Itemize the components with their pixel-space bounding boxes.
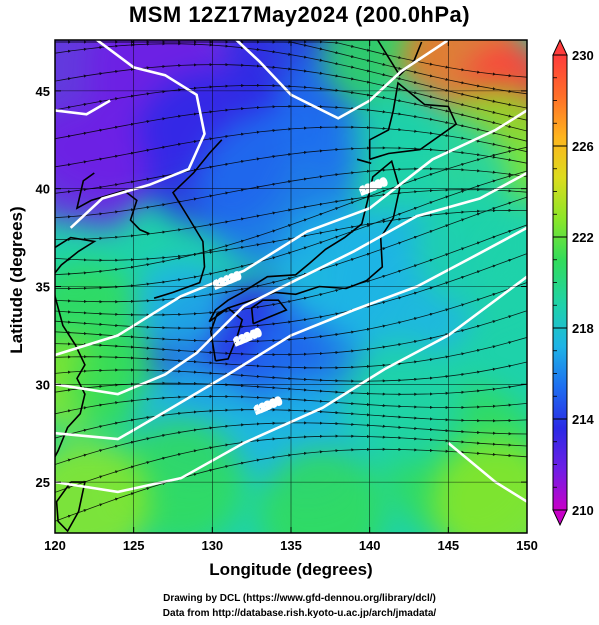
x-tick-label: 150 — [516, 538, 538, 553]
coastline — [356, 158, 372, 165]
coastline — [368, 81, 458, 161]
coastline — [208, 159, 401, 323]
y-axis: 25 30 35 40 45 — [36, 84, 527, 490]
coastline — [376, 40, 423, 77]
height-contour — [69, 40, 206, 229]
x-tick-label: 130 — [201, 538, 223, 553]
height-contour — [55, 99, 111, 116]
x-axis-label: Longitude (degrees) — [209, 560, 373, 579]
x-axis: 120 125 130 135 140 145 150 — [44, 40, 538, 553]
height-contour — [55, 109, 527, 357]
colorbar-tick-label: 214 — [572, 412, 594, 427]
height-contour — [234, 40, 450, 120]
x-tick-label: 145 — [437, 538, 459, 553]
height-contour — [55, 275, 527, 494]
colorbar-tick-label: 226 — [572, 139, 594, 154]
colorbar-min-arrow — [552, 509, 568, 527]
colorbar-tick-label: 218 — [572, 321, 594, 336]
coastline — [55, 236, 97, 459]
colorbar: 210 214 218 222 226 230 — [552, 38, 594, 527]
colorbar-tick-label: 222 — [572, 230, 594, 245]
coastline — [153, 139, 223, 299]
colorbar-tick-label: 210 — [572, 503, 594, 518]
credit-data-source: Data from http://database.rish.kyoto-u.a… — [162, 608, 437, 619]
x-tick-label: 120 — [44, 538, 66, 553]
y-tick-label: 45 — [36, 84, 50, 99]
colorbar-tick-label: 230 — [572, 48, 594, 63]
x-tick-label: 135 — [280, 538, 302, 553]
y-axis-label: Latitude (degrees) — [7, 206, 26, 354]
credit-dcl: Drawing by DCL (https://www.gfd-dennou.o… — [163, 593, 436, 604]
x-tick-label: 125 — [123, 538, 145, 553]
y-tick-label: 40 — [36, 182, 50, 197]
y-tick-label: 30 — [36, 377, 50, 392]
y-tick-label: 25 — [36, 475, 50, 490]
coastline — [75, 172, 150, 235]
coastline — [250, 299, 288, 325]
x-tick-label: 140 — [359, 538, 381, 553]
y-tick-label: 35 — [36, 280, 50, 295]
chart-title: MSM 12Z17May2024 (200.0hPa) — [128, 2, 471, 27]
colorbar-max-arrow — [552, 38, 568, 56]
